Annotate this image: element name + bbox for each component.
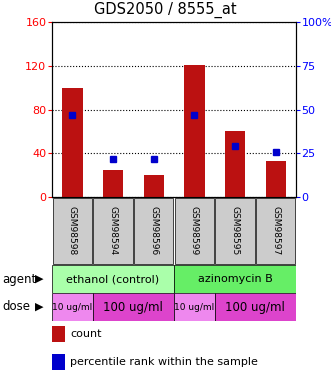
Bar bbox=[53, 198, 92, 264]
Bar bbox=[225, 131, 245, 197]
Bar bbox=[93, 198, 132, 264]
Bar bbox=[265, 161, 286, 197]
Bar bbox=[134, 198, 173, 264]
Text: GSM98595: GSM98595 bbox=[230, 206, 240, 256]
Bar bbox=[62, 88, 82, 197]
Bar bbox=[103, 170, 123, 197]
Text: GDS2050 / 8555_at: GDS2050 / 8555_at bbox=[94, 2, 237, 18]
Bar bbox=[175, 198, 214, 264]
Text: 10 ug/ml: 10 ug/ml bbox=[52, 303, 92, 312]
Bar bbox=[215, 198, 255, 264]
Bar bbox=[52, 326, 66, 342]
Text: 10 ug/ml: 10 ug/ml bbox=[174, 303, 214, 312]
Bar bbox=[144, 175, 164, 197]
Bar bbox=[174, 265, 296, 293]
Text: dose: dose bbox=[2, 300, 30, 313]
Text: 100 ug/ml: 100 ug/ml bbox=[225, 300, 285, 313]
Text: ethanol (control): ethanol (control) bbox=[67, 274, 160, 284]
Text: GSM98599: GSM98599 bbox=[190, 206, 199, 256]
Text: 100 ug/ml: 100 ug/ml bbox=[103, 300, 163, 313]
Text: azinomycin B: azinomycin B bbox=[198, 274, 272, 284]
Text: ▶: ▶ bbox=[35, 302, 43, 312]
Text: GSM98598: GSM98598 bbox=[68, 206, 77, 256]
Bar bbox=[52, 354, 66, 370]
Text: percentile rank within the sample: percentile rank within the sample bbox=[70, 357, 258, 367]
Bar bbox=[215, 293, 296, 321]
Text: ▶: ▶ bbox=[35, 274, 43, 284]
Text: GSM98597: GSM98597 bbox=[271, 206, 280, 256]
Bar bbox=[256, 198, 295, 264]
Bar bbox=[93, 293, 174, 321]
Text: GSM98596: GSM98596 bbox=[149, 206, 158, 256]
Bar bbox=[52, 293, 93, 321]
Bar bbox=[174, 293, 215, 321]
Text: count: count bbox=[70, 329, 102, 339]
Text: agent: agent bbox=[2, 273, 36, 285]
Text: GSM98594: GSM98594 bbox=[109, 206, 118, 256]
Bar bbox=[184, 64, 205, 197]
Bar bbox=[52, 265, 174, 293]
